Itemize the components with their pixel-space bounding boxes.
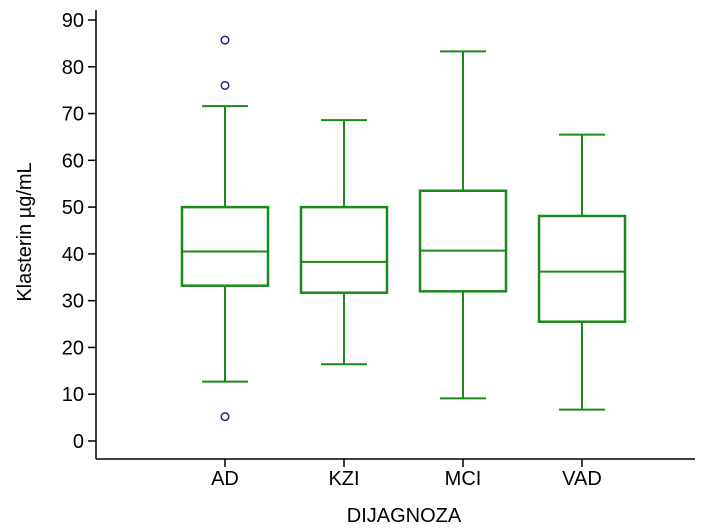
y-tick-label: 70 bbox=[62, 104, 84, 126]
box-iqr bbox=[537, 214, 627, 323]
x-axis: AD KZI MCI VAD bbox=[96, 458, 695, 490]
box-vad bbox=[537, 133, 627, 411]
x-axis-title: DIJAGNOZA bbox=[347, 505, 462, 527]
box-kzi bbox=[299, 119, 389, 366]
x-tick-label: KZI bbox=[328, 468, 359, 490]
y-axis: 0 10 20 30 40 50 60 70 80 90 bbox=[62, 10, 97, 459]
outlier-point bbox=[220, 35, 230, 45]
y-tick-label: 40 bbox=[62, 244, 84, 266]
y-tick-label: 20 bbox=[62, 337, 84, 359]
box-iqr bbox=[418, 189, 508, 293]
y-tick-label: 90 bbox=[62, 10, 84, 32]
y-tick-label: 50 bbox=[62, 197, 84, 219]
box-iqr bbox=[299, 205, 389, 294]
box-ad bbox=[180, 35, 270, 422]
x-tick-label: AD bbox=[211, 468, 239, 490]
y-tick-label: 10 bbox=[62, 384, 84, 406]
y-tick-label: 80 bbox=[62, 57, 84, 79]
box-mci bbox=[418, 50, 508, 400]
y-tick-label: 0 bbox=[73, 431, 84, 453]
x-tick-label: VAD bbox=[562, 468, 602, 490]
x-tick-label: MCI bbox=[445, 468, 482, 490]
box-series bbox=[180, 35, 627, 422]
box-iqr bbox=[180, 205, 270, 287]
outlier-point bbox=[220, 412, 230, 422]
y-tick-label: 60 bbox=[62, 150, 84, 172]
outlier-point bbox=[220, 80, 230, 90]
y-axis-title: Klasterin µg/mL bbox=[14, 162, 36, 301]
y-tick-label: 30 bbox=[62, 291, 84, 313]
